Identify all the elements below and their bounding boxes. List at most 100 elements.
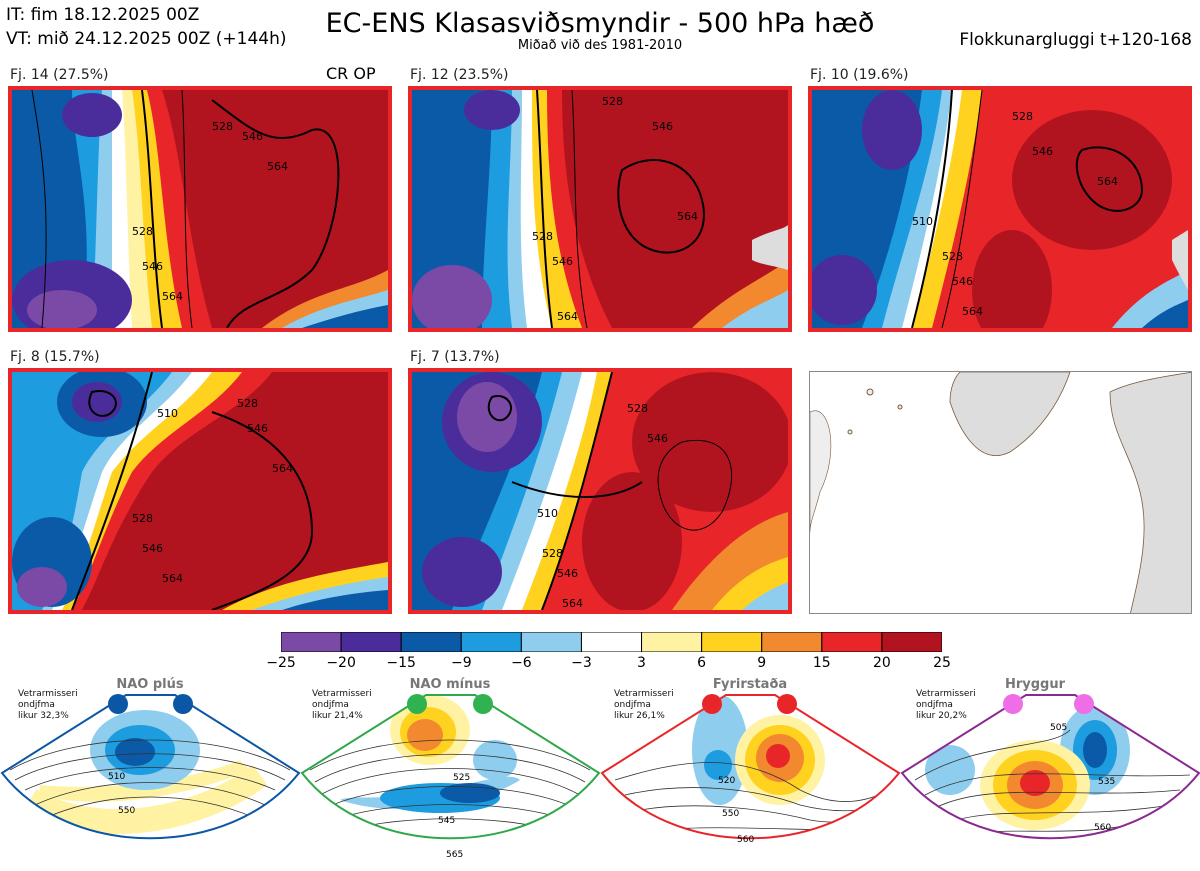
svg-text:525: 525 [453, 773, 470, 783]
colorbar-tick-label: 9 [757, 655, 767, 671]
cluster-map-4: 510 528 528 546 546 564 564 [8, 368, 392, 614]
svg-text:535: 535 [1098, 777, 1115, 787]
svg-text:550: 550 [722, 809, 739, 819]
svg-text:546: 546 [247, 422, 268, 435]
svg-text:546: 546 [552, 255, 573, 268]
colorbar-tick-label: 25 [933, 655, 951, 671]
cluster-name-nao-plus: NAO plús [116, 677, 184, 692]
svg-text:510: 510 [108, 772, 125, 782]
colorbar-tick-label: −3 [571, 655, 592, 671]
colorbar-tick-label: −9 [450, 655, 472, 671]
blocking-dot-2 [777, 694, 797, 714]
svg-text:546: 546 [647, 432, 668, 445]
svg-text:528: 528 [237, 397, 258, 410]
cluster-map-5: 510 528 546 564 528 546 [408, 368, 792, 614]
svg-text:505: 505 [1050, 723, 1067, 733]
svg-text:510: 510 [537, 507, 558, 520]
colorbar-tick-label: 3 [637, 655, 646, 671]
colorbar-segment [761, 631, 823, 653]
panel-label-5: Fj. 7 (13.7%) [410, 349, 500, 365]
svg-text:528: 528 [1012, 110, 1033, 123]
cluster-name-blocking: Fyrirstaða [712, 677, 788, 692]
colorbar-tick-label: −20 [326, 655, 356, 671]
cluster-map-1: 528 528 546 546 564 564 [8, 86, 392, 332]
svg-text:546: 546 [242, 130, 263, 143]
colorbar-segment [280, 631, 342, 653]
svg-text:546: 546 [142, 260, 163, 273]
cluster-map-3: 528 546 510 528 546 564 564 [808, 86, 1192, 332]
valid-time: VT: mið 24.12.2025 00Z (+144h) [6, 29, 287, 49]
svg-text:564: 564 [1097, 175, 1118, 188]
svg-text:564: 564 [162, 290, 183, 303]
svg-text:565: 565 [446, 850, 463, 860]
likelihood-nao-minus: Vetrarmisseri ondjfma likur 21,4% [312, 689, 372, 721]
svg-text:546: 546 [952, 275, 973, 288]
svg-text:545: 545 [438, 816, 455, 826]
svg-text:546: 546 [1032, 145, 1053, 158]
colorbar [280, 631, 943, 653]
colorbar-segment [881, 631, 943, 653]
likelihood-ridge: Vetrarmisseri ondjfma likur 20,2% [916, 689, 976, 721]
colorbar-tick-label: −6 [511, 655, 532, 671]
svg-text:528: 528 [212, 120, 233, 133]
svg-text:528: 528 [532, 230, 553, 243]
svg-text:528: 528 [627, 402, 648, 415]
svg-text:546: 546 [142, 542, 163, 555]
svg-text:564: 564 [962, 305, 983, 318]
colorbar-tick-label: −25 [266, 655, 296, 671]
regime-maps: 510 550 525 545 565 520 550 560 [0, 694, 1200, 860]
colorbar-segment [701, 631, 763, 653]
cluster-name-nao-minus: NAO mínus [409, 677, 491, 692]
colorbar-segment [821, 631, 883, 653]
svg-text:510: 510 [912, 215, 933, 228]
svg-text:520: 520 [718, 776, 735, 786]
reference-map [809, 371, 1192, 614]
svg-text:546: 546 [652, 120, 673, 133]
colorbar-tick-label: 20 [872, 655, 891, 671]
svg-text:564: 564 [557, 310, 578, 323]
blocking-dot [702, 694, 722, 714]
likelihood-blocking: Vetrarmisseri ondjfma likur 26,1% [614, 689, 674, 721]
colorbar-tick-label: 6 [697, 655, 707, 671]
colorbar-segment [520, 631, 582, 653]
colorbar-segment [641, 631, 703, 653]
svg-text:564: 564 [562, 597, 583, 610]
ridge-dot [1003, 694, 1023, 714]
panel-label-2: Fj. 12 (23.5%) [410, 67, 509, 83]
colorbar-segment [400, 631, 462, 653]
nao-plus-dot [108, 694, 128, 714]
colorbar-tick-label: −15 [386, 655, 416, 671]
colorbar-segment [580, 631, 643, 653]
ridge-dot-2 [1074, 694, 1094, 714]
panel-label-3: Fj. 10 (19.6%) [810, 67, 909, 83]
svg-text:510: 510 [157, 407, 178, 420]
svg-text:528: 528 [132, 512, 153, 525]
svg-text:528: 528 [542, 547, 563, 560]
panel-label-1: Fj. 14 (27.5%) [10, 67, 109, 83]
panel-label-4: Fj. 8 (15.7%) [10, 349, 100, 365]
nao-minus-dot-2 [473, 694, 493, 714]
cluster-name-ridge: Hryggur [1004, 677, 1066, 692]
cr-op-label: CR OP [326, 64, 376, 83]
svg-text:560: 560 [737, 835, 754, 845]
svg-text:564: 564 [162, 572, 183, 585]
colorbar-segment [340, 631, 402, 653]
svg-text:550: 550 [118, 806, 135, 816]
page-title: EC-ENS Klasasviðsmyndir - 500 hPa hæð [325, 8, 875, 39]
classification-window: Flokkunargluggi t+120-168 [959, 30, 1192, 50]
svg-text:528: 528 [132, 225, 153, 238]
colorbar-tick-label: 15 [812, 655, 831, 671]
cluster-map-2: 528 546 564 528 546 564 [408, 86, 792, 332]
svg-text:528: 528 [602, 95, 623, 108]
svg-text:564: 564 [272, 462, 293, 475]
colorbar-segment [460, 631, 522, 653]
page-subtitle: Miðað við des 1981-2010 [517, 38, 683, 53]
svg-text:564: 564 [677, 210, 698, 223]
issue-time: IT: fim 18.12.2025 00Z [6, 5, 200, 25]
svg-text:560: 560 [1094, 823, 1111, 833]
nao-minus-dot [407, 694, 427, 714]
nao-plus-dot-2 [173, 694, 193, 714]
likelihood-nao-plus: Vetrarmisseri ondjfma likur 32,3% [18, 689, 78, 721]
svg-text:546: 546 [557, 567, 578, 580]
svg-text:528: 528 [942, 250, 963, 263]
